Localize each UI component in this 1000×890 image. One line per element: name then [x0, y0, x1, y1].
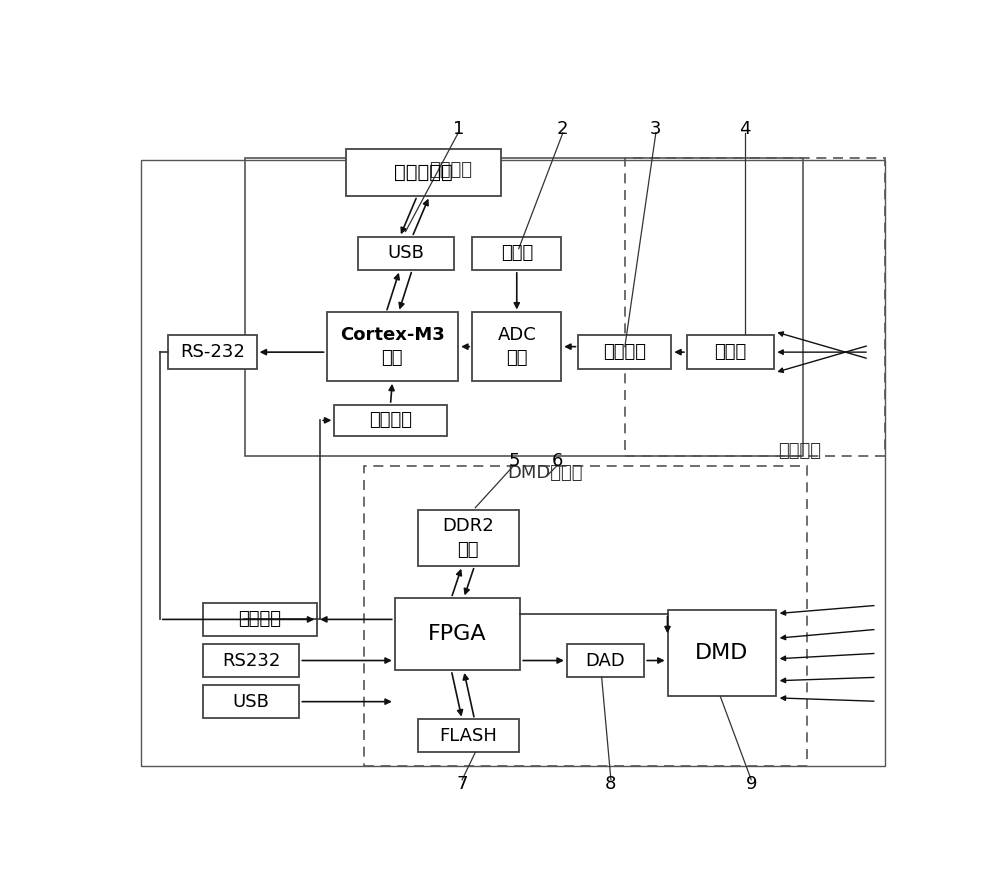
- Bar: [364, 465, 807, 766]
- Text: ADC
芯片: ADC 芯片: [497, 326, 536, 368]
- Text: RS-232: RS-232: [180, 344, 245, 361]
- Text: 探测器: 探测器: [714, 344, 746, 361]
- Bar: [140, 159, 885, 766]
- Bar: [245, 158, 803, 457]
- Text: DMD: DMD: [695, 643, 748, 663]
- Bar: [472, 312, 561, 381]
- Bar: [202, 685, 299, 718]
- Text: 同步信号: 同步信号: [238, 611, 281, 628]
- Text: 个人计算机: 个人计算机: [394, 163, 453, 182]
- Text: FPGA: FPGA: [428, 624, 487, 644]
- Bar: [358, 237, 454, 270]
- Text: 4: 4: [739, 120, 751, 138]
- Bar: [346, 150, 501, 196]
- Text: 主控制板: 主控制板: [429, 161, 472, 179]
- Text: 9: 9: [745, 775, 757, 793]
- Text: 6: 6: [552, 452, 563, 470]
- Text: RS232: RS232: [222, 651, 280, 669]
- Text: 光学系统: 光学系统: [778, 441, 821, 460]
- Text: 8: 8: [605, 775, 617, 793]
- Text: DAD: DAD: [586, 651, 625, 669]
- Bar: [168, 335, 257, 369]
- Bar: [418, 719, 519, 752]
- Bar: [668, 611, 776, 696]
- Bar: [418, 510, 519, 566]
- Text: 7: 7: [456, 775, 468, 793]
- Text: 1: 1: [453, 120, 464, 138]
- Text: USB: USB: [232, 692, 269, 710]
- Bar: [334, 405, 447, 436]
- Bar: [687, 335, 774, 369]
- Text: DDR2
内存: DDR2 内存: [442, 517, 494, 559]
- Text: DMD控制板: DMD控制板: [507, 465, 583, 482]
- Bar: [578, 335, 671, 369]
- Bar: [395, 598, 520, 670]
- Text: 同步接口: 同步接口: [369, 411, 412, 429]
- Text: FLASH: FLASH: [439, 727, 497, 745]
- Bar: [472, 237, 561, 270]
- Bar: [625, 158, 885, 457]
- Text: 2: 2: [557, 120, 569, 138]
- Text: USB: USB: [388, 245, 424, 263]
- Text: 放大电路: 放大电路: [603, 344, 646, 361]
- Bar: [202, 603, 317, 635]
- Text: 参考源: 参考源: [501, 245, 533, 263]
- Text: Cortex-M3
芯片: Cortex-M3 芯片: [340, 326, 445, 368]
- Text: 3: 3: [650, 120, 662, 138]
- Bar: [567, 644, 644, 677]
- Text: 5: 5: [508, 452, 520, 470]
- Bar: [326, 312, 458, 381]
- Bar: [202, 644, 299, 677]
